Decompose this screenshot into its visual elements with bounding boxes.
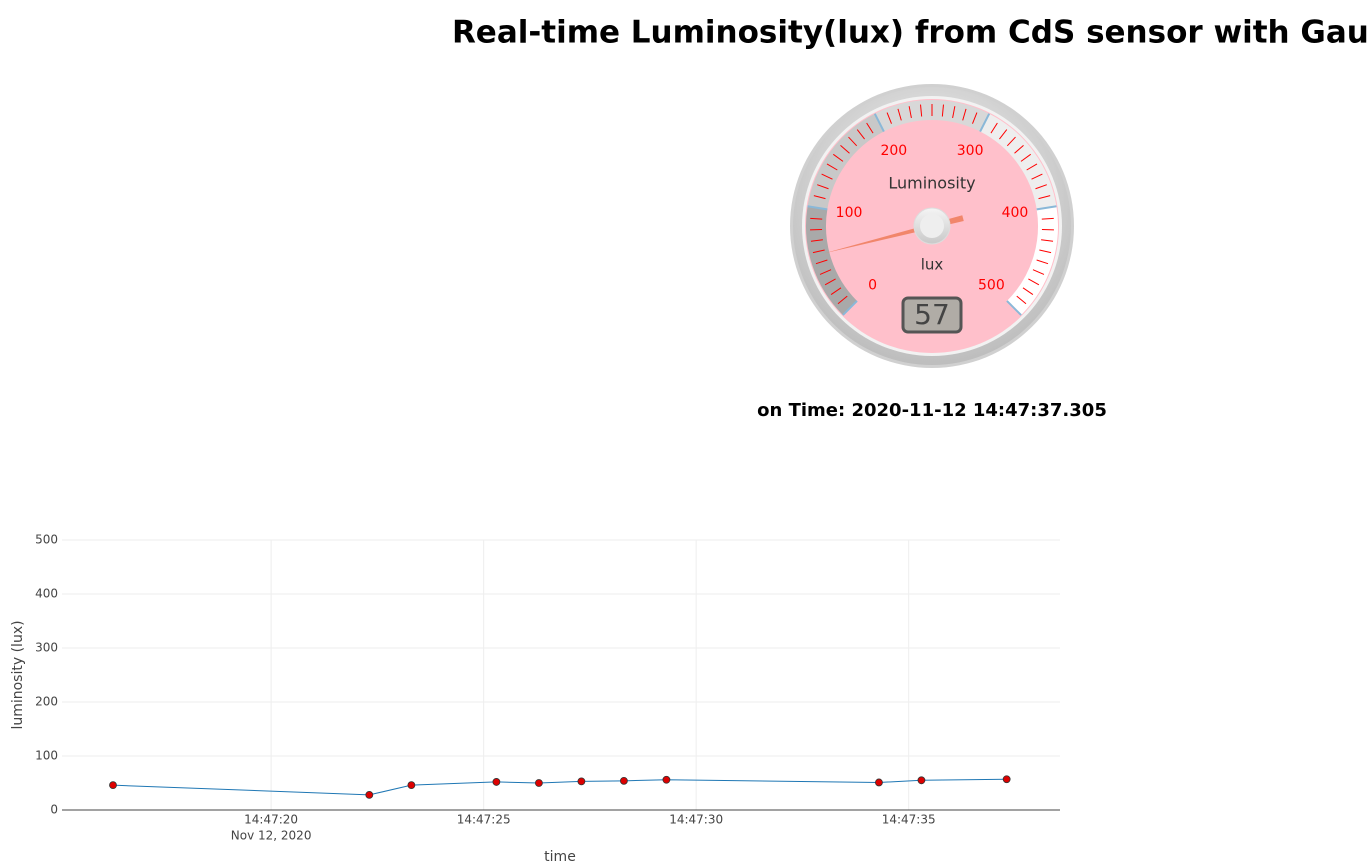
time-label: on Time: 2020-11-12 14:47:37.305 [757,400,1107,421]
gauge-minor-tick [819,269,832,275]
gauge-major-tick [1036,205,1057,211]
gauge-minor-tick [833,153,844,162]
data-point [875,778,883,787]
gauge-minor-tick [824,278,836,286]
gauge-major-tick [842,300,858,316]
gauge-minor-tick [1039,249,1052,254]
gauge-major-tick [873,113,885,133]
x-tick-label: 14:47:25 [457,813,511,827]
gauge-tick-label: 300 [957,143,984,159]
data-point [492,778,501,786]
gauge-minor-tick [1036,259,1049,265]
data-point [662,775,671,784]
y-tick-label: 0 [50,803,58,817]
y-tick-label: 400 [35,587,58,601]
gauge-minor-tick [1020,153,1031,162]
gauge-minor-tick [1028,278,1040,286]
gauge-tick-label: 0 [868,277,877,293]
y-tick-label: 500 [35,533,58,547]
gauge-major-tick [979,113,991,133]
data-point [365,790,374,799]
gauge-minor-tick [1026,163,1038,171]
gauge-minor-tick [856,129,865,140]
gauge-minor-tick [1041,239,1054,242]
gauge-minor-tick [897,108,902,121]
gauge-minor-tick [886,112,892,124]
x-tick-label: 14:47:20 [244,813,298,827]
data-point [534,779,543,787]
gauge-minor-tick [810,239,823,242]
x-axis-title: time [544,849,576,863]
gauge-minor-tick [1022,287,1034,295]
y-tick-label: 300 [35,641,58,655]
line-chart: 0 100 200 300 400 500 14:47:20 Nov 12, 2020 14:4… [10,533,1060,863]
gauge-minor-tick [812,249,825,254]
gauge-minor-tick [866,122,874,134]
gauge-minor-tick [962,108,967,121]
y-tick-label: 100 [35,749,58,763]
data-point [917,776,926,785]
gauge-units: lux [921,256,944,274]
gauge-minor-tick [840,144,850,154]
gauge-value-box [901,296,963,334]
gauge-minor-tick [1006,136,1016,147]
gauge-minor-tick [1031,173,1043,180]
data-point [577,777,586,786]
gauge-tick-label: 100 [836,205,863,221]
gauge-minor-tick [920,104,923,117]
gauge-minor-tick [848,136,858,147]
gauge-hub-inner [920,214,944,238]
gauge-minor-tick [821,173,833,180]
data-point [1002,775,1011,784]
x-date-label: Nov 12, 2020 [231,829,312,843]
gauge: 0 100 200 300 400 500 Luminosity lux 57 [790,84,1074,368]
data-point [109,781,117,790]
gauge-tick-label: 400 [1002,205,1029,221]
gauge-minor-tick [941,104,944,117]
gauge-minor-tick [826,163,838,171]
gauge-minor-tick [837,295,848,305]
data-point [620,776,628,785]
gauge-minor-tick [1014,144,1024,154]
gauge-minor-tick [1016,295,1027,305]
gauge-minor-tick [952,106,956,119]
gauge-minor-tick [830,287,842,295]
gauge-value: 57 [914,298,950,331]
gauge-minor-tick [817,184,829,190]
gauge-minor-tick [815,259,828,265]
gauge-minor-tick [1032,269,1045,275]
gauge-minor-tick [908,106,912,119]
gauge-minor-tick [999,129,1008,140]
gauge-minor-tick [1035,184,1047,190]
x-tick-label: 14:47:35 [882,813,936,827]
gauge-major-tick [1006,300,1022,316]
gauge-minor-tick [990,122,998,134]
gauge-title: Luminosity [888,174,975,193]
gauge-minor-tick [1038,195,1051,200]
gauge-minor-tick [1041,217,1054,220]
gauge-minor-tick [810,217,823,220]
page-title: Real-time Luminosity(lux) from CdS senso… [452,15,1368,51]
y-tick-label: 200 [35,695,58,709]
gauge-minor-tick [813,195,826,200]
gauge-minor-tick [972,112,978,124]
gauge-major-tick [807,205,828,211]
x-tick-label: 14:47:30 [669,813,723,827]
gauge-tick-label: 500 [978,277,1005,293]
data-point [407,781,416,790]
data-line [112,778,1007,796]
gauge-tick-label: 200 [880,143,907,159]
y-axis-title: luminosity (lux) [10,620,26,729]
